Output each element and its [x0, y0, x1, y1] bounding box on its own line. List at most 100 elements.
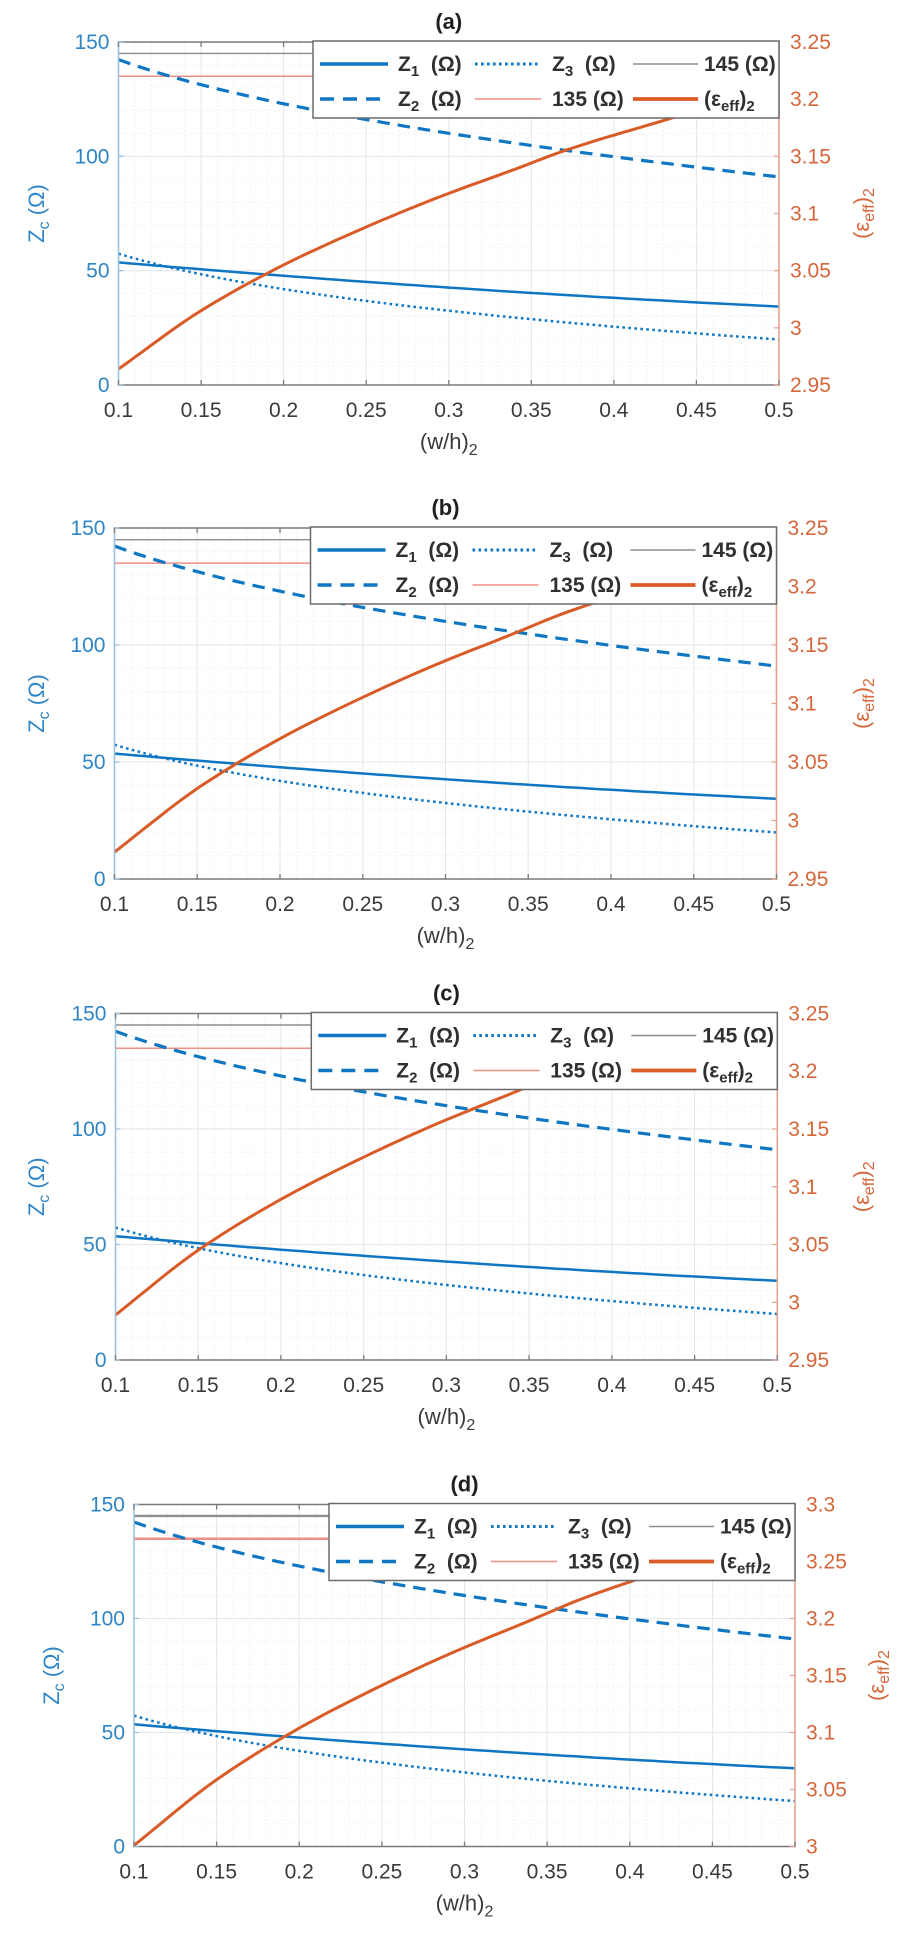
- svg-text:(a): (a): [435, 9, 462, 34]
- svg-text:0.25: 0.25: [361, 1861, 402, 1884]
- svg-text:3.25: 3.25: [790, 31, 831, 54]
- svg-text:0.35: 0.35: [527, 1861, 568, 1884]
- svg-text:3.2: 3.2: [790, 88, 819, 111]
- svg-text:3: 3: [788, 810, 800, 833]
- svg-text:3.05: 3.05: [790, 260, 831, 283]
- svg-text:Z3 (Ω): Z3 (Ω): [550, 539, 614, 566]
- svg-text:3.05: 3.05: [806, 1779, 847, 1802]
- svg-text:(c): (c): [433, 981, 460, 1006]
- svg-text:0.1: 0.1: [119, 1861, 148, 1884]
- svg-text:0.4: 0.4: [596, 893, 626, 916]
- svg-text:3.05: 3.05: [788, 751, 829, 774]
- svg-text:Zc (Ω): Zc (Ω): [24, 184, 53, 243]
- svg-text:3.25: 3.25: [788, 1003, 829, 1026]
- svg-text:3: 3: [790, 317, 802, 340]
- svg-text:3: 3: [806, 1836, 818, 1859]
- svg-text:135 (Ω): 135 (Ω): [550, 574, 622, 597]
- svg-text:50: 50: [82, 751, 105, 774]
- svg-text:0.1: 0.1: [101, 1374, 130, 1397]
- svg-text:3.15: 3.15: [788, 1118, 829, 1141]
- svg-text:0.15: 0.15: [178, 1374, 219, 1397]
- svg-text:3.15: 3.15: [806, 1665, 847, 1688]
- svg-text:Z1 (Ω): Z1 (Ω): [396, 539, 460, 566]
- svg-text:Z3 (Ω): Z3 (Ω): [550, 1025, 614, 1052]
- svg-text:Z2 (Ω): Z2 (Ω): [398, 88, 462, 115]
- svg-text:0.45: 0.45: [676, 399, 717, 422]
- svg-text:0.5: 0.5: [762, 893, 791, 916]
- svg-text:145 (Ω): 145 (Ω): [702, 539, 774, 562]
- svg-text:145 (Ω): 145 (Ω): [704, 53, 776, 76]
- svg-text:Zc (Ω): Zc (Ω): [24, 1157, 53, 1216]
- svg-text:3: 3: [788, 1291, 800, 1314]
- svg-text:3.1: 3.1: [790, 203, 819, 226]
- svg-text:0.3: 0.3: [450, 1861, 479, 1884]
- svg-text:3.3: 3.3: [806, 1494, 835, 1517]
- svg-text:Z1 (Ω): Z1 (Ω): [414, 1516, 478, 1543]
- svg-text:3.1: 3.1: [788, 693, 817, 716]
- svg-text:(b): (b): [431, 495, 459, 520]
- svg-text:135 (Ω): 135 (Ω): [552, 88, 624, 111]
- svg-text:0.3: 0.3: [431, 893, 460, 916]
- svg-text:0.45: 0.45: [674, 1374, 715, 1397]
- svg-text:3.2: 3.2: [788, 1060, 817, 1083]
- svg-text:150: 150: [71, 1003, 106, 1026]
- svg-text:0: 0: [98, 374, 110, 397]
- svg-text:Z2 (Ω): Z2 (Ω): [414, 1551, 478, 1578]
- svg-text:0: 0: [113, 1836, 125, 1859]
- svg-text:0: 0: [95, 1349, 107, 1372]
- svg-text:2.95: 2.95: [790, 374, 831, 397]
- svg-text:Z3 (Ω): Z3 (Ω): [568, 1516, 632, 1543]
- svg-text:0.25: 0.25: [346, 399, 387, 422]
- svg-text:0.2: 0.2: [265, 893, 294, 916]
- svg-text:135 (Ω): 135 (Ω): [550, 1060, 622, 1083]
- svg-text:150: 150: [90, 1494, 125, 1517]
- svg-text:0.3: 0.3: [434, 399, 463, 422]
- svg-text:3.15: 3.15: [790, 145, 831, 168]
- svg-text:50: 50: [83, 1234, 106, 1257]
- svg-text:3.25: 3.25: [788, 517, 829, 540]
- svg-text:0.2: 0.2: [285, 1861, 314, 1884]
- svg-text:0.5: 0.5: [763, 1374, 792, 1397]
- svg-text:(d): (d): [450, 1472, 478, 1497]
- svg-text:50: 50: [102, 1722, 125, 1745]
- svg-text:135 (Ω): 135 (Ω): [568, 1551, 640, 1574]
- svg-text:(εeff)2: (εeff)2: [864, 1650, 893, 1701]
- svg-text:0: 0: [94, 868, 106, 891]
- svg-text:0.15: 0.15: [196, 1861, 237, 1884]
- svg-text:0.15: 0.15: [177, 893, 218, 916]
- svg-text:0.25: 0.25: [342, 893, 383, 916]
- svg-text:0.45: 0.45: [673, 893, 714, 916]
- svg-text:3.15: 3.15: [788, 634, 829, 657]
- svg-text:Zc (Ω): Zc (Ω): [39, 1646, 68, 1705]
- svg-text:0.5: 0.5: [780, 1861, 809, 1884]
- svg-text:0.25: 0.25: [343, 1374, 384, 1397]
- svg-text:0.15: 0.15: [181, 399, 222, 422]
- svg-text:Zc (Ω): Zc (Ω): [24, 674, 53, 733]
- svg-text:3.2: 3.2: [788, 576, 817, 599]
- svg-text:3.1: 3.1: [788, 1176, 817, 1199]
- svg-text:Z3 (Ω): Z3 (Ω): [552, 53, 616, 80]
- svg-text:3.25: 3.25: [806, 1551, 847, 1574]
- svg-text:2.95: 2.95: [788, 1349, 829, 1372]
- svg-text:0.35: 0.35: [508, 893, 549, 916]
- svg-text:0.3: 0.3: [432, 1374, 461, 1397]
- svg-text:100: 100: [74, 145, 109, 168]
- svg-text:Z2 (Ω): Z2 (Ω): [396, 574, 460, 601]
- svg-text:0.2: 0.2: [266, 1374, 295, 1397]
- svg-text:Z1 (Ω): Z1 (Ω): [398, 53, 462, 80]
- svg-text:0.45: 0.45: [692, 1861, 733, 1884]
- svg-text:Z1 (Ω): Z1 (Ω): [396, 1025, 460, 1052]
- svg-text:3.05: 3.05: [788, 1234, 829, 1257]
- svg-text:100: 100: [70, 634, 105, 657]
- svg-text:0.1: 0.1: [100, 893, 129, 916]
- svg-text:Z2 (Ω): Z2 (Ω): [396, 1060, 460, 1087]
- svg-text:0.5: 0.5: [764, 399, 793, 422]
- svg-text:3.1: 3.1: [806, 1722, 835, 1745]
- svg-text:0.35: 0.35: [509, 1374, 550, 1397]
- svg-text:0.4: 0.4: [599, 399, 629, 422]
- svg-text:0.4: 0.4: [597, 1374, 627, 1397]
- svg-text:50: 50: [86, 260, 109, 283]
- svg-text:100: 100: [71, 1118, 106, 1141]
- svg-text:0.4: 0.4: [615, 1861, 645, 1884]
- svg-text:0.35: 0.35: [511, 399, 552, 422]
